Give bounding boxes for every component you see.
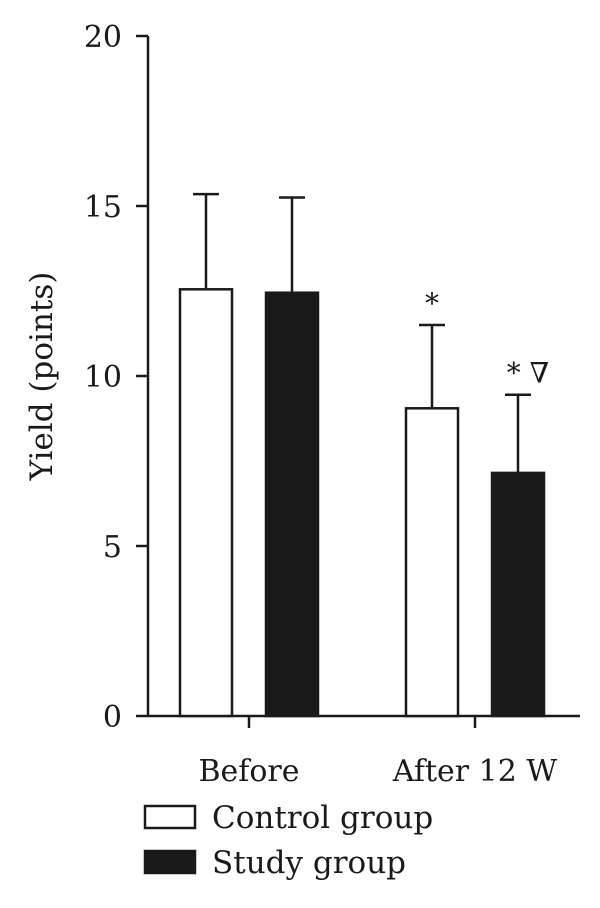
legend: Control group Study group: [143, 800, 433, 881]
bars: [178, 288, 546, 718]
significance-marker: * ∇: [507, 357, 549, 390]
y-axis-ticks: 0 5 10 15 20: [84, 20, 148, 735]
bar-study: [264, 291, 320, 718]
legend-label: Study group: [212, 845, 406, 881]
y-tick-label: 5: [103, 530, 122, 565]
legend-swatch: [143, 849, 197, 875]
y-tick-label: 0: [103, 700, 122, 735]
bar-control: [404, 407, 460, 718]
bar-control: [178, 288, 234, 718]
y-tick-label: 15: [84, 190, 122, 225]
x-axis-ticks: Before After 12 W: [198, 716, 557, 789]
legend-label: Control group: [212, 800, 433, 836]
bar-study: [490, 471, 546, 718]
significance-marker: *: [425, 287, 439, 320]
x-tick-label: Before: [198, 754, 299, 789]
error-bars: [193, 192, 531, 473]
legend-swatch: [143, 804, 197, 830]
y-axis-title: Yield (points): [24, 272, 60, 482]
significance-annotations: * * ∇: [425, 287, 549, 390]
x-tick-label: After 12 W: [392, 754, 558, 789]
y-tick-label: 20: [84, 20, 122, 55]
y-tick-label: 10: [84, 360, 122, 395]
